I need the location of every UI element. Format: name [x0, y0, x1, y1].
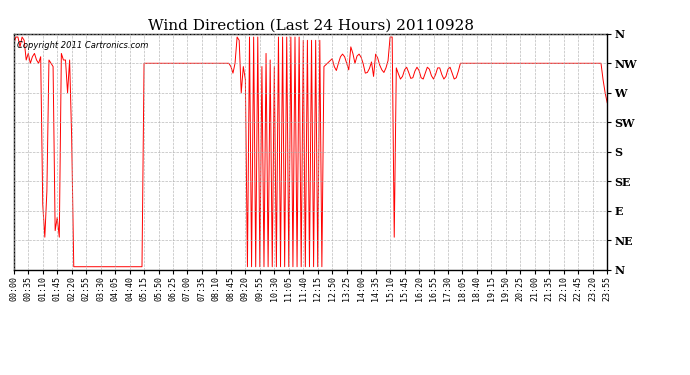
Text: Copyright 2011 Cartronics.com: Copyright 2011 Cartronics.com	[17, 41, 148, 50]
Title: Wind Direction (Last 24 Hours) 20110928: Wind Direction (Last 24 Hours) 20110928	[148, 19, 473, 33]
